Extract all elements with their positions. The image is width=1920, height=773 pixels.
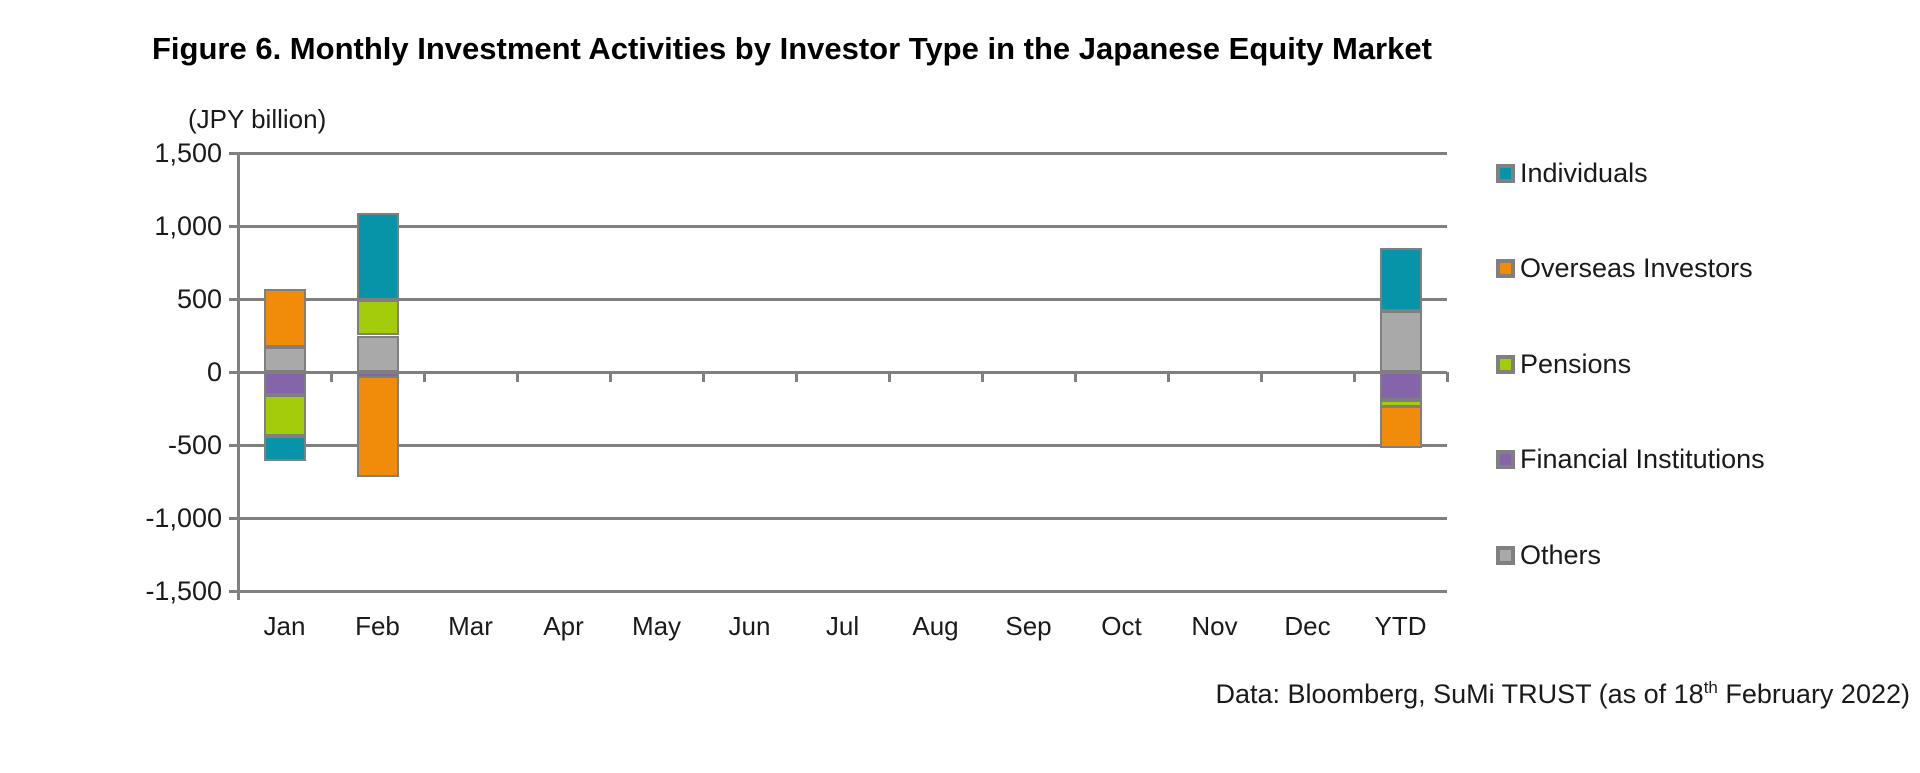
y-tick-label: -1,500 — [145, 576, 222, 606]
x-category-label: Dec — [1284, 611, 1331, 641]
bar-segment — [263, 395, 306, 437]
bar-segment — [263, 347, 306, 372]
x-category-label: Oct — [1101, 611, 1142, 641]
x-axis-tick — [329, 372, 333, 382]
bar-segment — [1379, 372, 1422, 400]
x-category-label: Jul — [825, 611, 860, 641]
y-axis-unit-label: (JPY billion) — [188, 104, 327, 134]
x-category-label: Aug — [912, 611, 959, 641]
y-axis-tick — [229, 297, 238, 301]
y-tick-label: 0 — [206, 357, 222, 387]
x-axis-tick — [794, 372, 798, 382]
data-source-text: Data: Bloomberg, SuMi TRUST (as of 18 — [1215, 679, 1704, 709]
x-category-label: May — [631, 611, 682, 641]
legend-marker-icon — [1496, 545, 1515, 565]
legend-marker-icon — [1496, 163, 1515, 183]
x-axis-tick — [515, 372, 519, 382]
x-axis-tick — [701, 372, 705, 382]
y-axis-tick — [229, 589, 238, 593]
x-category-label: Apr — [543, 611, 584, 641]
legend-label: Overseas Investors — [1520, 253, 1753, 283]
grid-line — [238, 516, 1447, 520]
data-source-note: Data: Bloomberg, SuMi TRUST (as of 18th … — [1216, 678, 1911, 710]
legend-item: Others — [1496, 539, 1602, 570]
y-axis-tick — [229, 151, 238, 155]
bar-segment — [356, 212, 399, 301]
y-axis-tick — [229, 443, 238, 447]
legend-label: Individuals — [1520, 157, 1648, 188]
x-axis-tick — [887, 372, 891, 382]
y-axis-tick — [229, 370, 238, 374]
legend-item: Overseas Investors — [1496, 253, 1753, 283]
data-source-superscript: th — [1703, 678, 1718, 697]
x-axis-tick — [980, 372, 984, 382]
y-tick-label: -500 — [167, 430, 222, 460]
grid-line — [238, 151, 1447, 155]
x-category-label: Jun — [728, 611, 771, 641]
legend-item: Individuals — [1496, 157, 1648, 188]
x-axis-tick — [1259, 372, 1263, 382]
x-axis-tick — [1445, 372, 1449, 382]
x-axis-tick — [1166, 372, 1170, 382]
bar-segment — [1379, 247, 1422, 311]
legend-marker-icon — [1496, 354, 1515, 374]
data-source-text-after: February 2022) — [1717, 679, 1910, 709]
bar-segment — [1379, 310, 1422, 372]
y-axis-line — [236, 153, 240, 600]
x-axis-tick — [1352, 372, 1356, 382]
y-tick-label: 1,500 — [154, 138, 222, 168]
y-tick-label: 500 — [176, 284, 222, 314]
legend-marker-icon — [1496, 450, 1515, 469]
x-category-label: Mar — [448, 611, 493, 641]
legend-item: Pensions — [1496, 348, 1632, 379]
bar-segment — [356, 300, 399, 336]
legend-marker-icon — [1496, 259, 1515, 278]
bar-segment — [263, 372, 306, 396]
x-category-label: Sep — [1005, 611, 1052, 641]
x-axis-tick — [422, 372, 426, 382]
x-category-label: Feb — [355, 611, 400, 641]
x-axis-tick — [1073, 372, 1077, 382]
legend-label: Pensions — [1520, 348, 1632, 379]
x-category-label: Nov — [1191, 611, 1238, 641]
y-axis-tick — [229, 224, 238, 228]
grid-line — [238, 589, 1447, 593]
legend-label: Financial Institutions — [1520, 444, 1765, 474]
bar-segment — [356, 376, 399, 478]
bar-segment — [263, 288, 306, 348]
y-tick-label: 1,000 — [154, 211, 222, 241]
legend-item: Financial Institutions — [1496, 444, 1765, 474]
y-tick-label: -1,000 — [145, 503, 222, 533]
bar-segment — [356, 335, 399, 372]
grid-line — [238, 224, 1447, 228]
bar-segment — [263, 436, 306, 462]
grid-line — [238, 443, 1447, 447]
grid-line — [238, 297, 1447, 301]
x-category-label: Jan — [263, 611, 306, 641]
x-category-label: YTD — [1374, 611, 1427, 641]
bar-segment — [1379, 405, 1422, 448]
figure-title: Figure 6. Monthly Investment Activities … — [152, 31, 1432, 66]
grid-line — [238, 370, 1447, 374]
y-axis-tick — [229, 516, 238, 520]
x-axis-tick — [608, 372, 612, 382]
legend-label: Others — [1520, 539, 1602, 570]
